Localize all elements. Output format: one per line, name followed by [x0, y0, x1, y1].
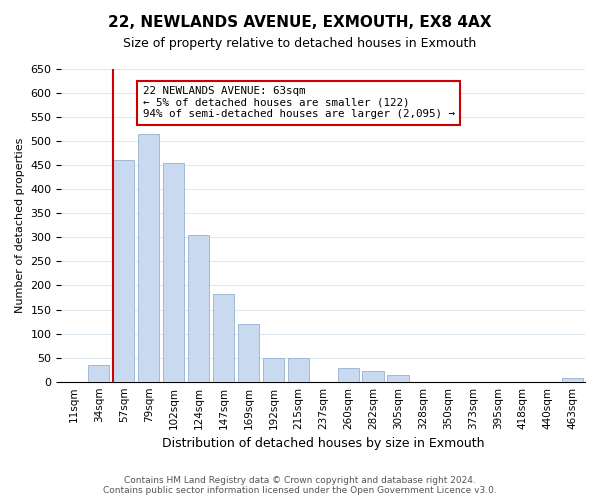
Bar [338, 368, 359, 382]
Bar [213, 294, 234, 382]
Bar [388, 376, 409, 382]
Bar [88, 365, 109, 382]
Bar [362, 371, 383, 382]
Text: 22, NEWLANDS AVENUE, EXMOUTH, EX8 4AX: 22, NEWLANDS AVENUE, EXMOUTH, EX8 4AX [108, 15, 492, 30]
Bar [138, 134, 159, 382]
Bar [188, 235, 209, 382]
X-axis label: Distribution of detached houses by size in Exmouth: Distribution of detached houses by size … [162, 437, 484, 450]
Text: Size of property relative to detached houses in Exmouth: Size of property relative to detached ho… [124, 38, 476, 51]
Bar [287, 358, 309, 382]
Bar [238, 324, 259, 382]
Y-axis label: Number of detached properties: Number of detached properties [15, 138, 25, 313]
Bar [263, 358, 284, 382]
Text: 22 NEWLANDS AVENUE: 63sqm
← 5% of detached houses are smaller (122)
94% of semi-: 22 NEWLANDS AVENUE: 63sqm ← 5% of detach… [143, 86, 455, 120]
Bar [163, 163, 184, 382]
Text: Contains HM Land Registry data © Crown copyright and database right 2024.
Contai: Contains HM Land Registry data © Crown c… [103, 476, 497, 495]
Bar [562, 378, 583, 382]
Bar [113, 160, 134, 382]
